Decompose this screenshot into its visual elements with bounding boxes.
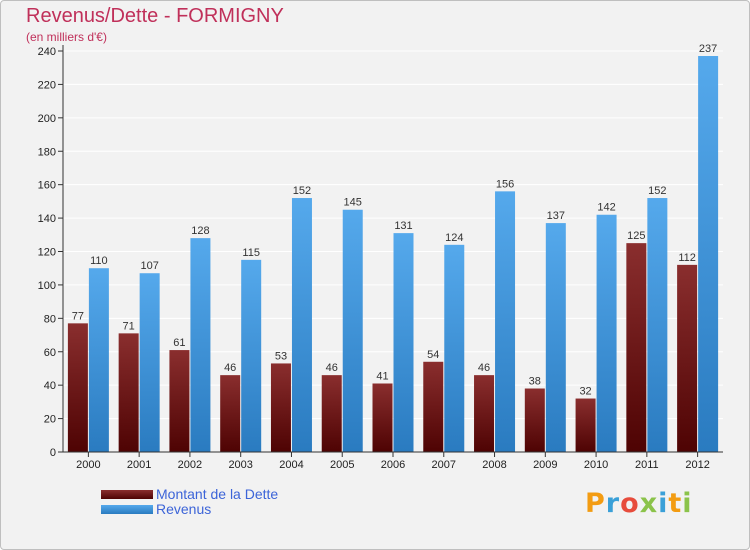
y-tick-label: 20 [44, 414, 56, 426]
logo-letter: r [605, 488, 621, 519]
x-tick-label-2011: 2011 [635, 459, 659, 471]
x-tick-label-2001: 2001 [127, 459, 151, 471]
x-tick-label-2007: 2007 [432, 459, 456, 471]
bar-debt-2007 [423, 361, 444, 452]
bar-debt-2008 [474, 375, 495, 452]
proxiti-logo: Proxiti [585, 488, 693, 519]
data-label-revenue-2004: 152 [293, 185, 311, 197]
bar-revenue-2002 [190, 238, 211, 452]
bar-debt-2010 [575, 398, 596, 452]
y-tick-label: 240 [38, 46, 56, 58]
y-tick-label: 160 [38, 180, 56, 192]
data-label-debt-2005: 46 [326, 362, 338, 374]
legend-label-revenue: Revenus [156, 501, 212, 517]
bar-debt-2009 [524, 388, 545, 452]
chart-title: Revenus/Dette - FORMIGNY [26, 5, 284, 27]
bar-debt-2002 [169, 350, 190, 452]
chart-unit-subtitle: (en milliers d'€) [26, 30, 107, 44]
data-label-debt-2000: 77 [72, 310, 84, 322]
logo-letter: t [668, 488, 683, 519]
bar-revenue-2009 [545, 223, 566, 452]
data-label-debt-2007: 54 [427, 349, 439, 361]
y-tick-label: 120 [38, 247, 56, 259]
data-label-revenue-2001: 107 [140, 260, 158, 272]
legend-swatch-debt [101, 490, 153, 499]
data-label-revenue-2011: 152 [648, 185, 666, 197]
bar-revenue-2007 [444, 244, 465, 452]
data-label-revenue-2008: 156 [496, 178, 514, 190]
y-tick-label: 200 [38, 113, 56, 125]
bar-revenue-2000 [88, 268, 109, 452]
y-tick-label: 40 [44, 380, 56, 392]
legend-label-debt: Montant de la Dette [156, 486, 279, 502]
bar-revenue-2004 [291, 198, 312, 452]
x-tick-label-2002: 2002 [178, 459, 202, 471]
bar-revenue-2012 [698, 56, 719, 452]
data-label-debt-2003: 46 [224, 362, 236, 374]
data-label-revenue-2005: 145 [344, 197, 362, 209]
y-tick-label: 0 [50, 447, 56, 459]
data-label-revenue-2012: 237 [699, 43, 717, 55]
bar-debt-2006 [372, 383, 393, 452]
data-label-revenue-2003: 115 [242, 247, 260, 259]
x-tick-label-2012: 2012 [685, 459, 709, 471]
data-labels: 77 110 71 107 61 128 46 115 53 152 46 145 41 131 54 124… [72, 43, 718, 398]
data-label-debt-2012: 112 [678, 252, 696, 264]
x-tick-label-2003: 2003 [228, 459, 252, 471]
y-tick-label: 60 [44, 347, 56, 359]
bar-debt-2005 [321, 375, 342, 452]
data-label-revenue-2007: 124 [445, 232, 463, 244]
bar-revenue-2010 [596, 214, 617, 452]
y-tick-label: 100 [38, 280, 56, 292]
data-label-revenue-2006: 131 [394, 220, 412, 232]
x-tick-label-2008: 2008 [482, 459, 506, 471]
logo-letter: o [620, 488, 640, 519]
data-label-revenue-2000: 110 [90, 255, 108, 267]
bar-revenue-2011 [647, 198, 668, 452]
y-tick-label: 220 [38, 79, 56, 91]
axes: 0 20 40 60 80 100 120 140 160 180 200 220 240 2000 200… [38, 45, 723, 471]
x-tick-label-2009: 2009 [533, 459, 557, 471]
y-tick-label: 80 [44, 313, 56, 325]
bar-revenue-2001 [139, 273, 160, 452]
y-tick-label: 180 [38, 146, 56, 158]
y-tick-label: 140 [38, 213, 56, 225]
data-label-debt-2008: 46 [478, 362, 490, 374]
x-tick-label-2005: 2005 [330, 459, 354, 471]
bars [67, 56, 719, 452]
bar-revenue-2008 [495, 191, 516, 452]
data-label-debt-2009: 38 [529, 376, 541, 388]
data-label-revenue-2002: 128 [191, 225, 209, 237]
data-label-debt-2002: 61 [173, 337, 185, 349]
data-label-debt-2011: 125 [627, 230, 645, 242]
bar-revenue-2005 [342, 209, 363, 452]
bar-debt-2000 [67, 323, 88, 452]
data-label-debt-2001: 71 [123, 320, 135, 332]
logo-letter: P [585, 488, 606, 519]
bar-revenue-2003 [241, 259, 262, 452]
x-tick-label-2000: 2000 [76, 459, 100, 471]
bar-debt-2012 [677, 264, 698, 452]
logo-letter: i [682, 488, 693, 519]
legend-swatch-revenue [101, 505, 153, 514]
bar-debt-2004 [270, 363, 291, 452]
data-label-debt-2006: 41 [376, 370, 388, 382]
x-tick-label-2004: 2004 [279, 459, 303, 471]
data-label-debt-2010: 32 [579, 386, 591, 398]
data-label-revenue-2009: 137 [547, 210, 565, 222]
data-label-revenue-2010: 142 [597, 202, 615, 214]
grid-lines [63, 50, 723, 420]
bar-debt-2003 [220, 375, 241, 452]
data-label-debt-2004: 53 [275, 350, 287, 362]
bar-debt-2001 [118, 333, 139, 452]
logo-letter: x [639, 488, 659, 519]
bar-revenue-2006 [393, 233, 414, 452]
x-tick-label-2006: 2006 [381, 459, 405, 471]
bar-debt-2011 [626, 243, 647, 452]
x-tick-label-2010: 2010 [584, 459, 608, 471]
logo-letter: i [658, 488, 669, 519]
